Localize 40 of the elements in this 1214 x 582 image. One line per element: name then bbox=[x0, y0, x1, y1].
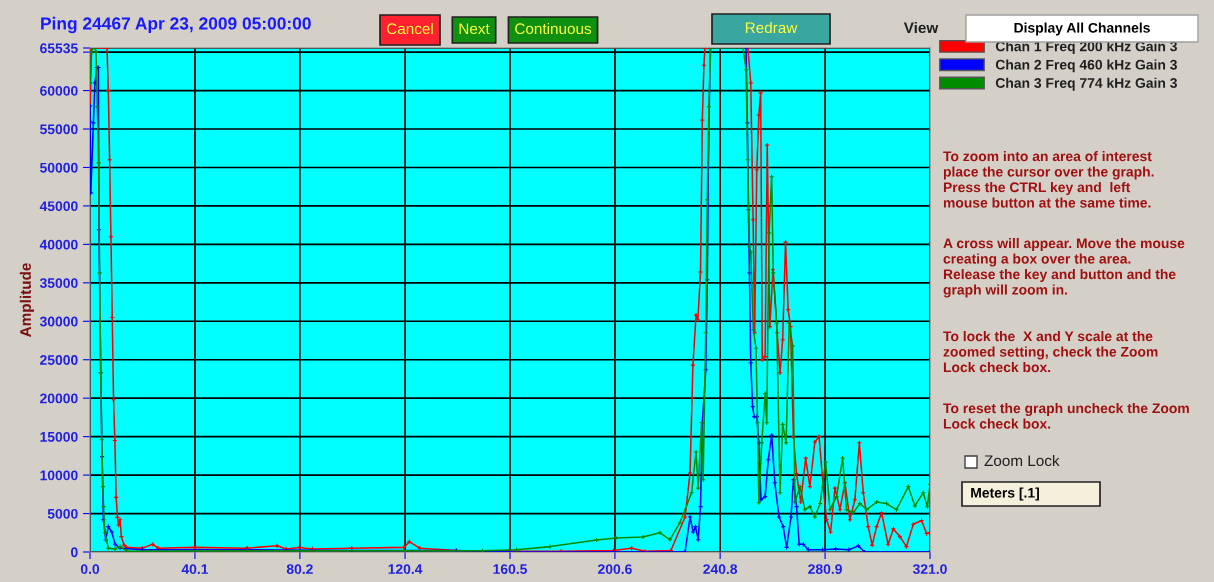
y-tick-label: 60000 bbox=[40, 85, 78, 96]
text: Continuous bbox=[515, 22, 592, 35]
y-tick-label: 10000 bbox=[40, 470, 78, 481]
y-tick-label: 0 bbox=[71, 547, 78, 558]
y-tick-label: 30000 bbox=[39, 316, 78, 327]
text: Display All Channels bbox=[1014, 22, 1150, 36]
x-tick-label: 280.9 bbox=[808, 564, 842, 575]
chart-title: Ping 24467 Apr 23, 2009 05:00:00 bbox=[41, 16, 311, 34]
x-tick-label: 240.8 bbox=[703, 564, 738, 575]
y-tick-label: 55000 bbox=[40, 124, 78, 135]
text: View bbox=[903, 21, 939, 34]
y-tick-label: 45000 bbox=[39, 201, 78, 212]
text: To reset the graph uncheck the Zoom Lock check box. bbox=[943, 403, 1189, 429]
x-tick-label: 321.0 bbox=[912, 564, 947, 575]
y-axis-title: Amplitude bbox=[19, 263, 35, 337]
text: Zoom Lock bbox=[984, 454, 1060, 467]
legend-label: Chan 1 Freq 200 kHz Gain 3 bbox=[995, 41, 1177, 55]
y-tick-label: 15000 bbox=[40, 431, 78, 442]
y-tick-label: 65535 bbox=[40, 43, 78, 54]
text: Next bbox=[459, 23, 490, 35]
x-tick-label: 0.0 bbox=[80, 564, 100, 575]
legend-label: Chan 3 Freq 774 kHz Gain 3 bbox=[995, 77, 1177, 91]
text: To lock the X and Y scale at the zoomed setting, check the Zoom Lock check box. bbox=[943, 331, 1158, 373]
x-tick-label: 160.5 bbox=[493, 564, 527, 575]
text: Meters [.1] bbox=[971, 487, 1039, 501]
y-tick-label: 35000 bbox=[39, 278, 78, 289]
text: To zoom into an area of interest place the cursor over the graph. Press the CTRL key and left mouse button at the same time. bbox=[943, 151, 1154, 208]
y-tick-label: 20000 bbox=[40, 393, 78, 404]
text: A cross will appear. Move the mouse creating a box over the area. Release the key and button and the graph will zoom in. bbox=[943, 238, 1185, 298]
y-tick-label: 25000 bbox=[40, 355, 78, 365]
x-tick-label: 40.1 bbox=[181, 564, 209, 575]
legend-label: Chan 2 Freq 460 kHz Gain 3 bbox=[995, 59, 1177, 73]
y-tick-label: 40000 bbox=[39, 239, 78, 250]
text: Cancel bbox=[387, 22, 433, 35]
text: Redraw bbox=[745, 21, 798, 34]
y-tick-label: 5000 bbox=[47, 508, 78, 519]
x-tick-label: 80.2 bbox=[286, 564, 313, 575]
x-tick-label: 200.6 bbox=[598, 564, 632, 575]
y-tick-label: 50000 bbox=[40, 162, 78, 173]
x-tick-label: 120.4 bbox=[388, 564, 423, 575]
